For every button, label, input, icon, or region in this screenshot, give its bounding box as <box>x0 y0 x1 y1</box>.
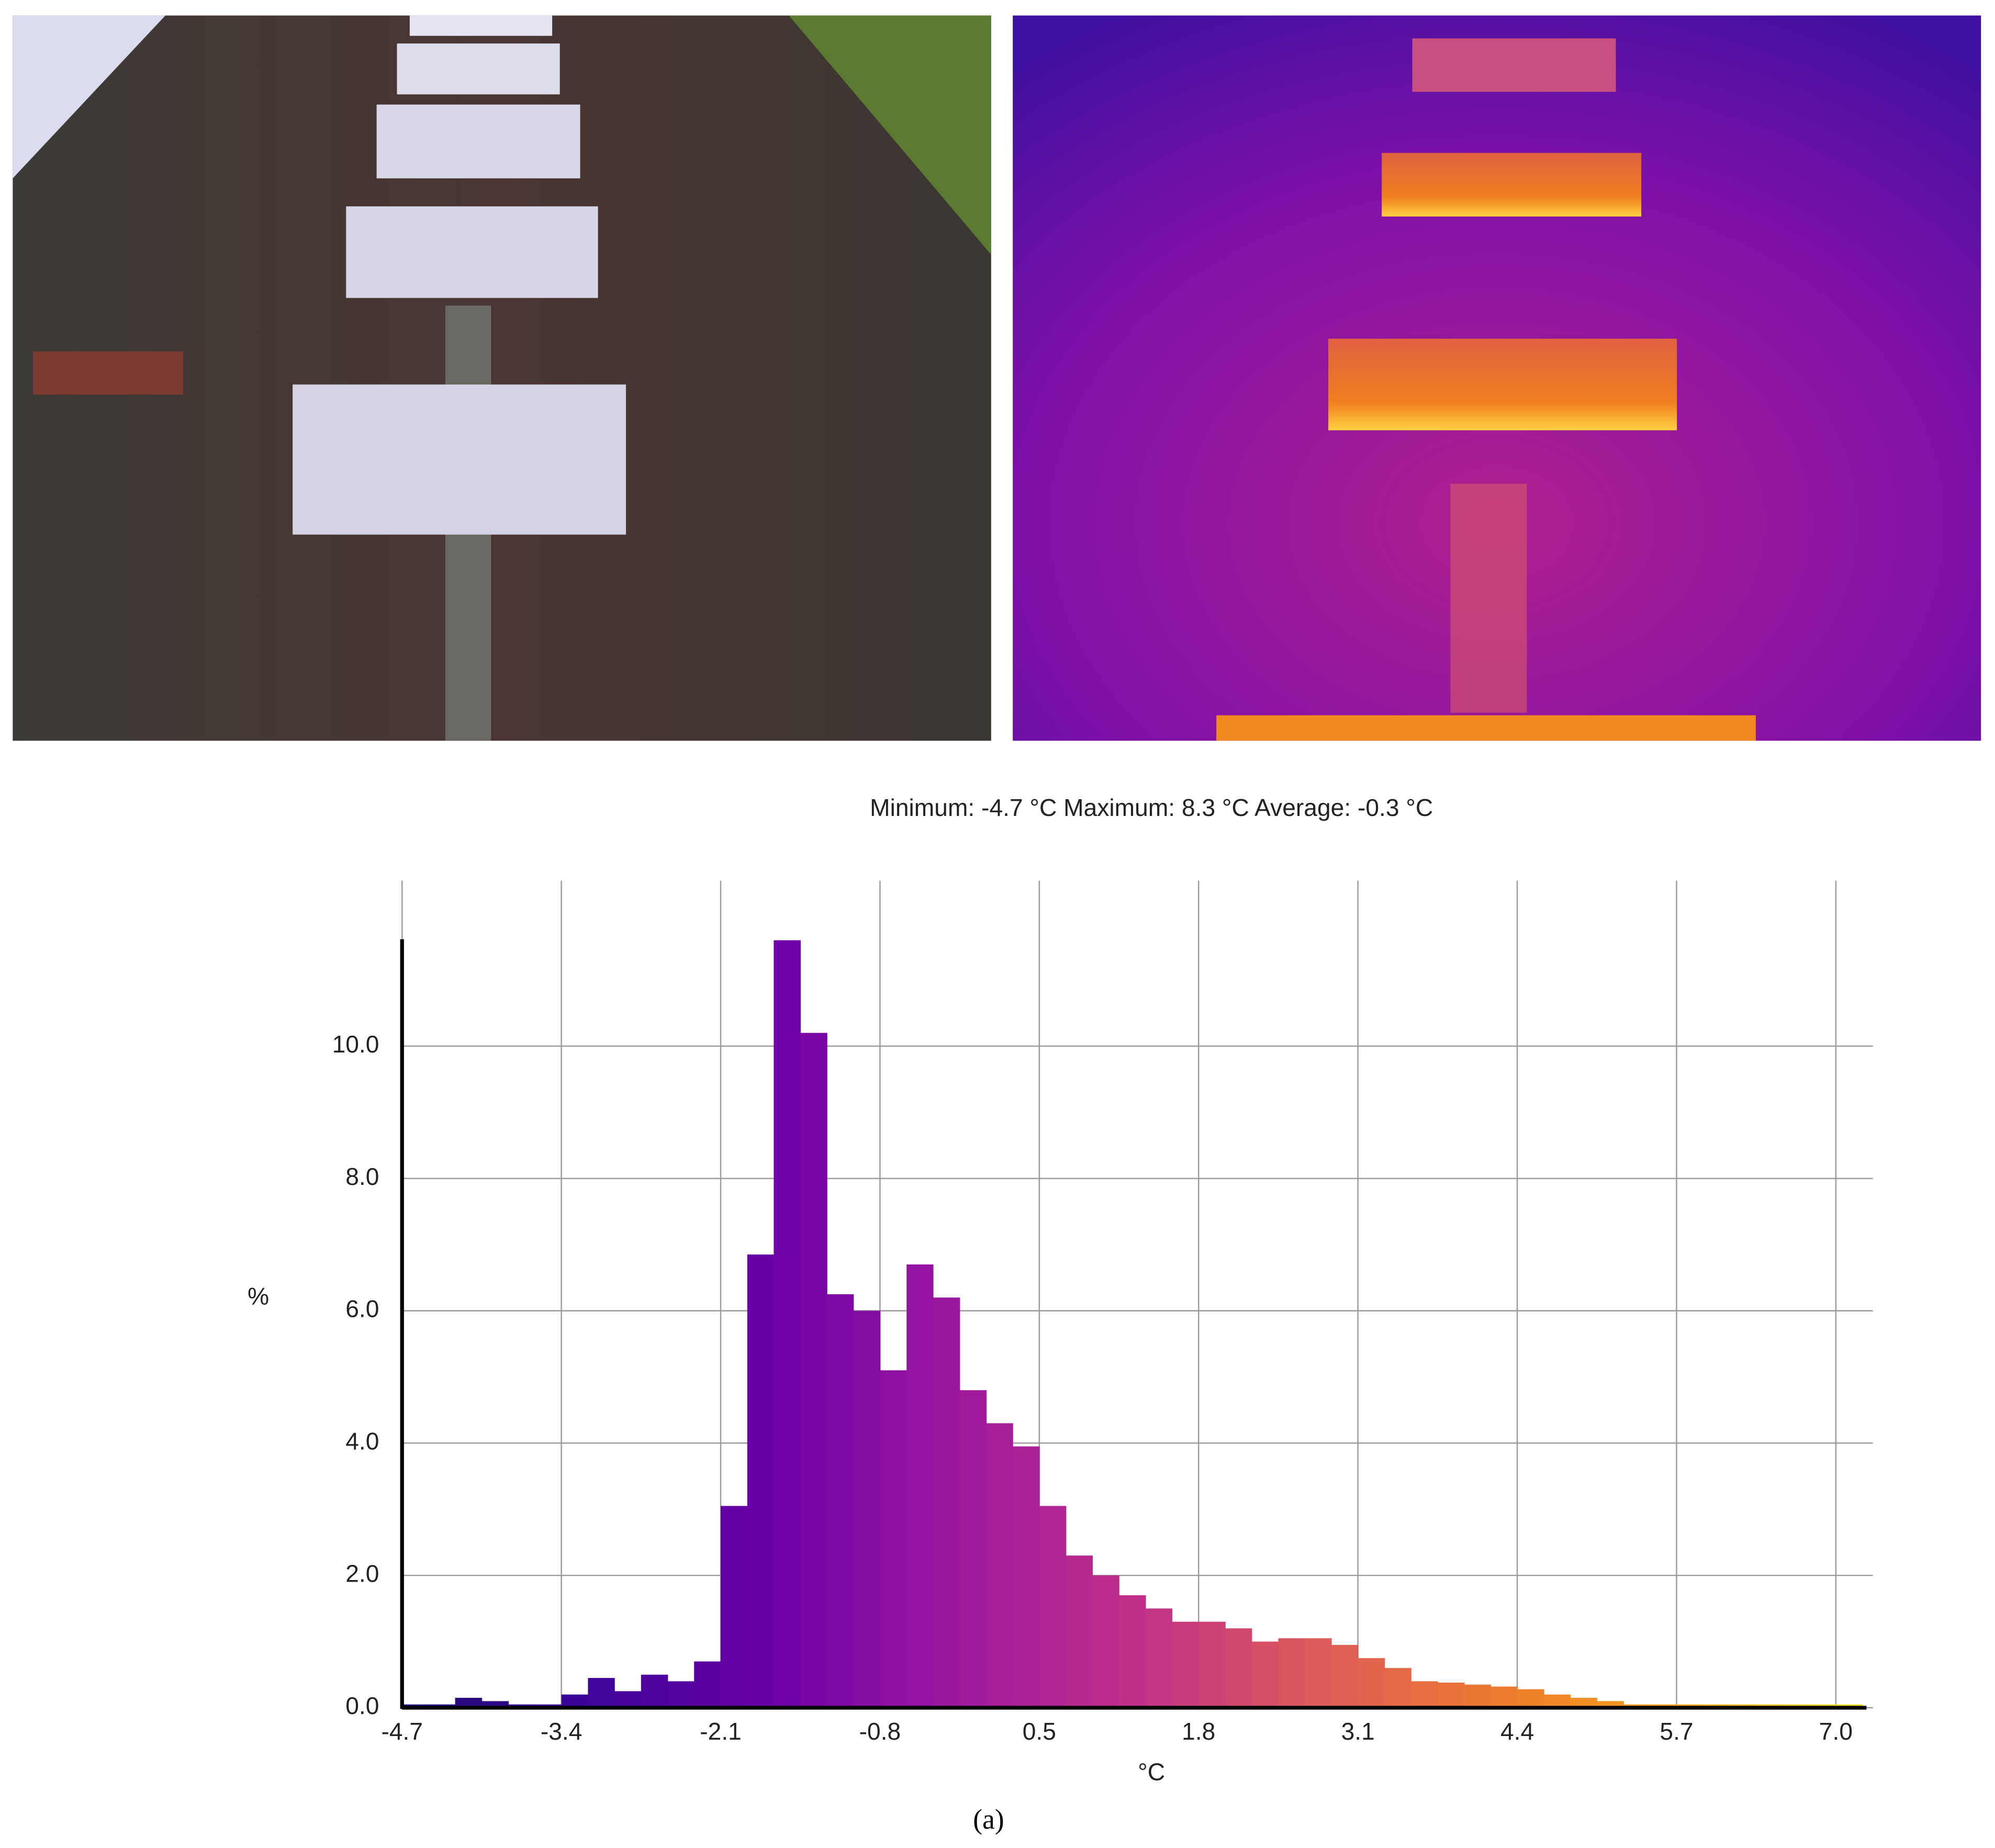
histogram-bar <box>933 1297 960 1708</box>
y-tick-label: 10.0 <box>332 1031 379 1058</box>
histogram-bar <box>880 1370 907 1708</box>
histogram-bar <box>959 1390 987 1708</box>
histogram-bar <box>1172 1621 1200 1708</box>
histogram-bar <box>455 1698 483 1708</box>
histogram-bar <box>1517 1689 1544 1708</box>
histogram-bar <box>614 1691 642 1708</box>
histogram-bar <box>1570 1698 1598 1708</box>
histogram-bar <box>1490 1686 1518 1708</box>
histogram-bar <box>986 1423 1013 1708</box>
histogram-bar <box>1358 1658 1385 1708</box>
histogram-bar <box>667 1681 694 1708</box>
y-tick-label: 0.0 <box>345 1692 379 1719</box>
histogram-bar <box>1464 1684 1492 1708</box>
histogram-bar <box>1543 1694 1571 1708</box>
x-tick-label: 7.0 <box>1819 1718 1853 1745</box>
x-tick-label: -3.4 <box>541 1718 582 1745</box>
histogram-bar <box>906 1264 934 1708</box>
histogram-bar <box>1066 1555 1093 1708</box>
photo-visible <box>13 15 991 741</box>
histogram-bar <box>1251 1641 1279 1708</box>
histogram-bar <box>1225 1628 1252 1708</box>
histogram-bar <box>588 1678 615 1708</box>
x-tick-label: 3.1 <box>1341 1718 1375 1745</box>
y-tick-label: 2.0 <box>345 1560 379 1587</box>
histogram-bar <box>1278 1638 1306 1708</box>
histogram-bar <box>1013 1446 1040 1708</box>
histogram-bar <box>641 1674 668 1708</box>
histogram-bar <box>1331 1644 1359 1708</box>
histogram-bar <box>1198 1621 1226 1708</box>
x-tick-label: 0.5 <box>1023 1718 1056 1745</box>
x-tick-label: -4.7 <box>381 1718 423 1745</box>
histogram-bar <box>827 1294 854 1708</box>
y-tick-label: 6.0 <box>345 1295 379 1323</box>
x-tick-label: 1.8 <box>1182 1718 1215 1745</box>
y-axis-label: % <box>248 1282 269 1309</box>
histogram-bar <box>1145 1608 1173 1708</box>
histogram-bar <box>1119 1595 1146 1708</box>
histogram-bar <box>694 1661 721 1708</box>
histogram-bar <box>774 940 801 1708</box>
histogram-bar <box>853 1311 881 1708</box>
x-tick-label: -0.8 <box>859 1718 901 1745</box>
histogram-bar <box>800 1033 827 1708</box>
x-tick-label: 4.4 <box>1500 1718 1534 1745</box>
photo-thermal <box>1013 15 1981 741</box>
figure-caption: (a) <box>973 1804 1004 1835</box>
histogram-bar <box>561 1694 589 1708</box>
histogram-bar <box>1092 1575 1119 1708</box>
histogram-bar <box>747 1255 775 1708</box>
stats-text: Minimum: -4.7 °C Maximum: 8.3 °C Average… <box>870 794 1433 821</box>
histogram-bar <box>1411 1681 1438 1708</box>
x-tick-label: 5.7 <box>1660 1718 1693 1745</box>
x-axis-label: °C <box>1138 1759 1165 1786</box>
y-tick-label: 4.0 <box>345 1428 379 1455</box>
histogram-bar <box>1437 1682 1465 1708</box>
histogram-bar <box>1305 1638 1332 1708</box>
x-tick-label: -2.1 <box>700 1718 742 1745</box>
histogram-bar <box>721 1506 748 1708</box>
histogram-bar <box>1384 1668 1411 1708</box>
histogram-bar <box>1039 1506 1067 1708</box>
y-tick-label: 8.0 <box>345 1163 379 1190</box>
